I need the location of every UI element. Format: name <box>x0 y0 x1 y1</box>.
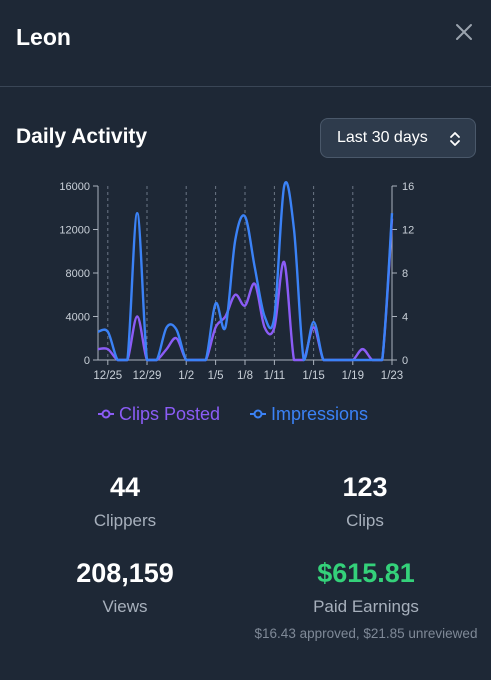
y-left-tick-label-1: 4000 <box>66 312 90 324</box>
clippers-value: 44 <box>109 472 141 502</box>
x-tick-label-2: 1/2 <box>178 370 194 382</box>
clips-label: Clips <box>346 511 384 530</box>
stat-clippers: 44 Clippers <box>25 472 225 531</box>
y-right-tick-label-2: 8 <box>402 268 408 280</box>
close-icon <box>456 24 472 40</box>
y-right-tick-label-3: 12 <box>402 225 414 237</box>
x-tick-label-0: 12/25 <box>93 370 122 382</box>
x-tick-label-4: 1/8 <box>237 370 253 382</box>
legend-marker-dot-0 <box>101 409 111 419</box>
legend-label-1: Impressions <box>271 404 368 424</box>
date-range-value: Last 30 days <box>337 129 428 146</box>
views-label: Views <box>102 597 148 616</box>
modal-header: Leon <box>0 0 491 87</box>
series-line-impressions <box>97 181 394 362</box>
earnings-value: $615.81 <box>317 558 415 588</box>
date-range-select[interactable]: Last 30 days <box>320 118 476 158</box>
y-right-tick-label-0: 0 <box>402 355 408 367</box>
views-value: 208,159 <box>76 558 174 588</box>
y-left-tick-label-4: 16000 <box>59 181 90 193</box>
x-tick-label-3: 1/5 <box>208 370 224 382</box>
x-tick-label-8: 1/23 <box>381 370 403 382</box>
x-tick-label-6: 1/15 <box>302 370 324 382</box>
earnings-note: $16.43 approved, $21.85 unreviewed <box>254 626 478 641</box>
x-tick-label-5: 1/11 <box>264 370 286 382</box>
y-right-tick-label-4: 16 <box>402 181 414 193</box>
clips-value: 123 <box>342 472 388 502</box>
y-right-tick-label-1: 4 <box>402 312 408 324</box>
section-title: Daily Activity <box>16 125 148 148</box>
x-tick-label-1: 12/29 <box>133 370 162 382</box>
earnings-label: Paid Earnings <box>313 597 419 616</box>
stat-clips: 123 Clips <box>265 472 465 531</box>
stat-paid-earnings: $615.81 Paid Earnings $16.43 approved, $… <box>250 558 482 643</box>
clippers-label: Clippers <box>93 511 157 530</box>
modal-title: Leon <box>16 24 71 50</box>
y-left-tick-label-2: 8000 <box>66 268 90 280</box>
y-left-tick-label-3: 12000 <box>59 225 90 237</box>
stat-views: 208,159 Views <box>25 558 225 617</box>
x-tick-label-7: 1/19 <box>342 370 364 382</box>
legend-marker-dot-1 <box>253 409 263 419</box>
chevron-updown-icon <box>450 132 460 146</box>
y-left-tick-label-0: 0 <box>84 355 90 367</box>
close-button[interactable] <box>450 18 478 46</box>
daily-activity-chart: 0 4000 8000 12000 16000 0 4 8 12 16 12/25 12/29 1/2 1… <box>59 181 414 424</box>
legend-label-0: Clips Posted <box>119 404 220 424</box>
